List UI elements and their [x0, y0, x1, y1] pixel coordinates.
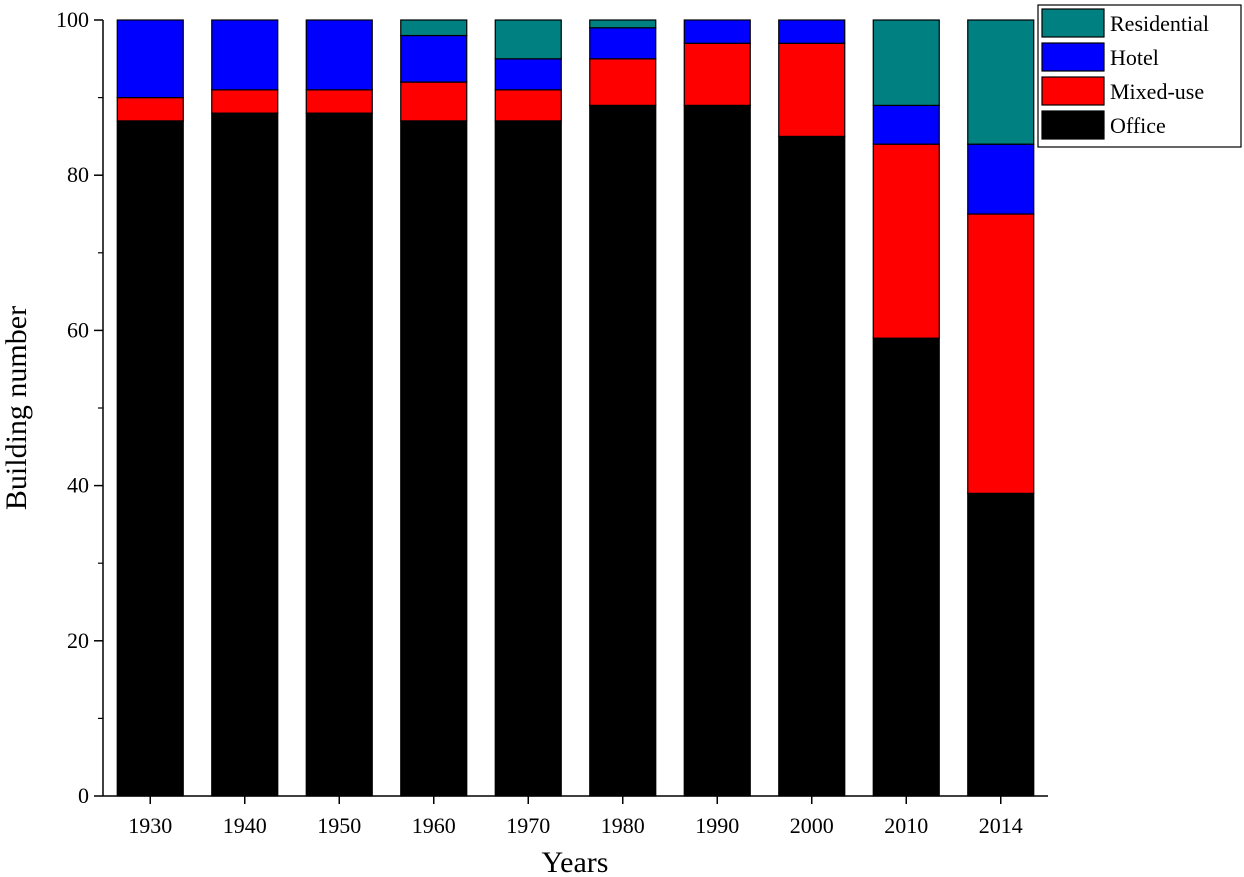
- bar-segment-office-1970: [494, 120, 562, 797]
- bar-segment-residential-1960: [400, 19, 468, 37]
- x-tick-label: 2000: [790, 813, 834, 838]
- bar-segment-office-1980: [589, 104, 657, 797]
- y-axis-title: Building number: [0, 306, 33, 510]
- x-tick-label: 1990: [695, 813, 739, 838]
- legend-label-office: Office: [1110, 113, 1166, 138]
- y-tick-label: 20: [67, 628, 89, 653]
- bar-segment-mixed-use-1930: [116, 96, 184, 122]
- bar-segment-residential-1980: [589, 19, 657, 29]
- x-tick-label: 1940: [223, 813, 267, 838]
- bar-segment-hotel-1940: [211, 19, 279, 91]
- legend-swatch-residential: [1041, 8, 1105, 38]
- bar-segment-hotel-1970: [494, 58, 562, 91]
- bar-segment-residential-2010: [872, 19, 940, 106]
- x-axis-title: Years: [542, 846, 609, 877]
- bar-segment-office-1950: [305, 112, 373, 797]
- bar-segment-mixed-use-1960: [400, 81, 468, 122]
- legend-label-hotel: Hotel: [1110, 45, 1159, 70]
- bar-segment-mixed-use-1980: [589, 58, 657, 106]
- bar-segment-mixed-use-1970: [494, 89, 562, 122]
- bar-segment-office-1960: [400, 120, 468, 797]
- x-tick-label: 1970: [506, 813, 550, 838]
- bar-segment-residential-2014: [967, 19, 1035, 145]
- bar-segment-office-2010: [872, 337, 940, 797]
- bar-segment-office-2000: [778, 135, 846, 797]
- bar-segment-hotel-1990: [683, 19, 751, 44]
- legend-label-mixed-use: Mixed-use: [1110, 79, 1204, 104]
- axes-group: 1930 1940 1950 1960 1970 1980 1990 2000 2010 2014…: [56, 7, 1048, 838]
- x-tick-label: 1980: [601, 813, 645, 838]
- bar-segment-office-2014: [967, 492, 1035, 797]
- bar-segment-mixed-use-2010: [872, 143, 940, 339]
- x-tick-label: 2010: [884, 813, 928, 838]
- bar-segment-residential-1970: [494, 19, 562, 60]
- bar-segment-hotel-2010: [872, 104, 940, 145]
- x-tick-label: 1950: [317, 813, 361, 838]
- bar-segment-mixed-use-1990: [683, 42, 751, 106]
- bar-segment-mixed-use-1950: [305, 89, 373, 114]
- legend: Residential Hotel Mixed-use Office: [1037, 4, 1242, 148]
- bar-segment-hotel-2000: [778, 19, 846, 44]
- y-tick-label: 0: [78, 783, 89, 808]
- legend-label-residential: Residential: [1110, 11, 1209, 36]
- x-tick-label: 2014: [979, 813, 1023, 838]
- y-tick-label: 40: [67, 473, 89, 498]
- legend-swatch-hotel: [1041, 42, 1105, 72]
- bar-segment-hotel-1930: [116, 19, 184, 99]
- bar-segment-office-1990: [683, 104, 751, 797]
- bar-segment-office-1930: [116, 120, 184, 797]
- bars-group: [116, 19, 1035, 797]
- x-tick-label: 1960: [412, 813, 456, 838]
- bar-segment-hotel-1980: [589, 27, 657, 60]
- bar-segment-mixed-use-2000: [778, 42, 846, 138]
- bar-segment-office-1940: [211, 112, 279, 797]
- y-tick-label: 100: [56, 7, 89, 32]
- bar-segment-mixed-use-2014: [967, 213, 1035, 494]
- bar-segment-hotel-1950: [305, 19, 373, 91]
- bar-segment-mixed-use-1940: [211, 89, 279, 114]
- bar-segment-hotel-2014: [967, 143, 1035, 215]
- x-tick-label: 1930: [128, 813, 172, 838]
- legend-swatch-office: [1041, 110, 1105, 140]
- y-tick-label: 80: [67, 162, 89, 187]
- bar-segment-hotel-1960: [400, 34, 468, 83]
- y-tick-label: 60: [67, 317, 89, 342]
- legend-swatch-mixed-use: [1041, 76, 1105, 106]
